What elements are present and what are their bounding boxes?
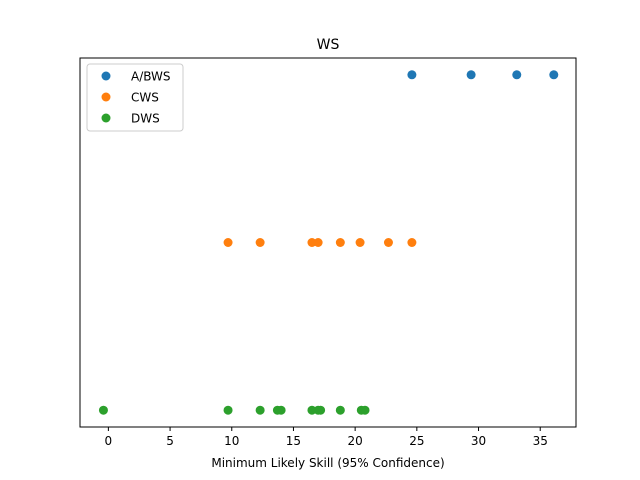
legend-marker <box>101 92 111 102</box>
data-point-dws <box>316 405 326 415</box>
data-point-cws <box>383 238 393 247</box>
data-point-cws <box>223 238 233 247</box>
legend-label: DWS <box>131 112 160 126</box>
legend-label: CWS <box>131 91 159 105</box>
legend: A/BWS CWS DWS <box>86 63 184 132</box>
data-point-a-bws <box>466 70 476 80</box>
x-tick-label: 0 <box>105 434 113 448</box>
x-axis-ticks: 0 5 10 15 20 25 30 35 <box>105 427 548 448</box>
data-point-a-bws <box>512 70 522 80</box>
x-tick-label: 15 <box>286 434 301 448</box>
data-point-a-bws <box>407 70 417 80</box>
data-point-dws <box>307 405 317 415</box>
legend-marker <box>101 71 111 81</box>
x-axis-label: Minimum Likely Skill (95% Confidence) <box>211 456 444 470</box>
x-tick-label: 30 <box>471 434 486 448</box>
x-tick-label: 10 <box>224 434 239 448</box>
data-point-dws <box>335 405 345 415</box>
data-point-cws <box>313 238 323 247</box>
data-point-dws <box>276 405 286 415</box>
data-point-cws <box>407 238 417 247</box>
x-tick-label: 25 <box>409 434 424 448</box>
chart-title: WS <box>317 37 340 53</box>
x-tick-label: 5 <box>166 434 174 448</box>
data-point-a-bws <box>549 70 559 80</box>
data-point-cws <box>335 238 345 247</box>
legend-label: A/BWS <box>131 70 171 84</box>
x-tick-label: 35 <box>533 434 548 448</box>
data-point-dws <box>223 405 233 415</box>
legend-marker <box>101 113 111 123</box>
data-point-dws <box>255 405 265 415</box>
data-points <box>98 70 559 415</box>
data-point-cws <box>355 238 365 247</box>
data-point-cws <box>255 238 265 247</box>
legend-box <box>86 63 184 132</box>
x-tick-label: 20 <box>348 434 363 448</box>
data-point-dws <box>98 405 108 415</box>
legend-items: A/BWS CWS DWS <box>101 70 171 126</box>
data-point-dws <box>360 405 370 415</box>
data-point-cws <box>307 238 317 247</box>
plot-area-frame <box>79 57 577 428</box>
